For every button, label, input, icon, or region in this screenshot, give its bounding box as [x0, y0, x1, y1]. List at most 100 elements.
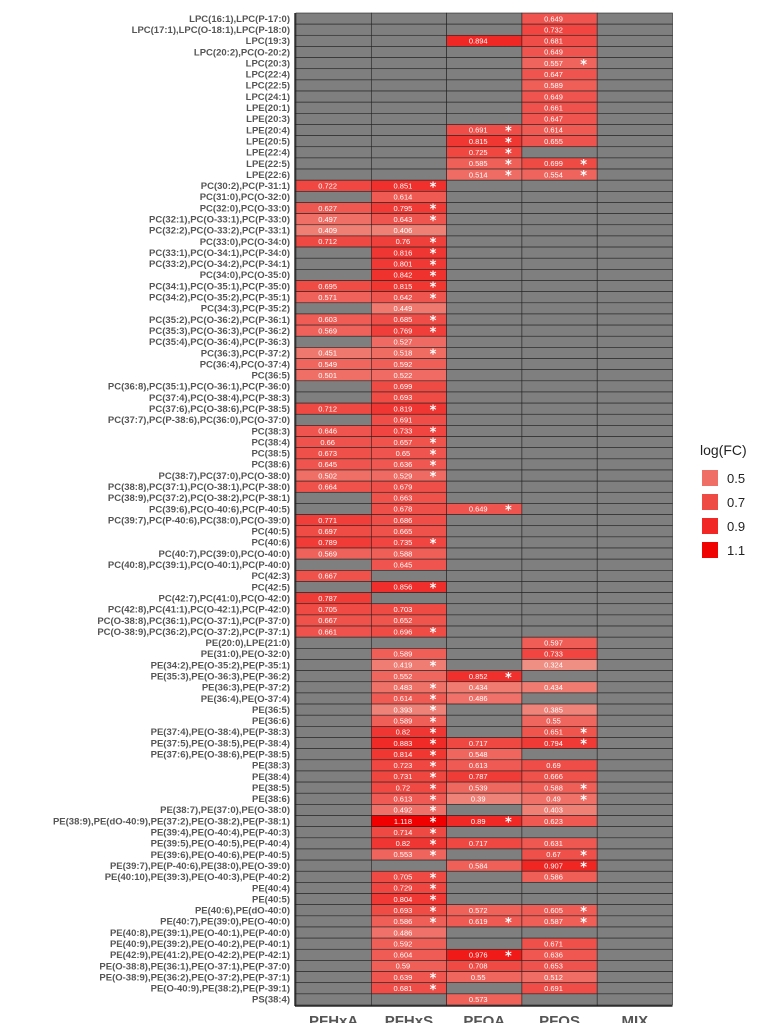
heatmap-cell	[295, 581, 372, 593]
significance-star: *	[505, 671, 512, 686]
heatmap-cell	[521, 570, 598, 582]
heatmap-cell	[295, 23, 372, 36]
heatmap-cell	[295, 915, 372, 928]
cell-value-label: 0.907	[544, 861, 563, 870]
heatmap-cell	[596, 335, 673, 348]
heatmap-cell	[521, 313, 598, 326]
row-label: PC(35:3),PC(O-36:3),PC(P-36:2)	[149, 326, 290, 337]
row-label: LPC(20:2),PC(O-20:2)	[194, 47, 290, 58]
cell-value-label: 0.403	[544, 806, 563, 815]
heatmap-cell	[521, 257, 598, 270]
heatmap-cell	[521, 536, 598, 549]
heatmap-cell	[446, 703, 523, 716]
cell-value-label: 0.686	[394, 516, 413, 525]
heatmap-cell	[596, 859, 673, 872]
heatmap-cell	[596, 926, 673, 939]
heatmap-cell	[596, 12, 673, 25]
cell-value-label: 0.712	[318, 404, 337, 413]
legend-tick-label: 0.9	[727, 519, 745, 534]
cell-value-label: 0.795	[394, 204, 413, 213]
row-label: PE(38:6)	[252, 794, 290, 805]
row-label: PE(36:4),PE(O-37:4)	[201, 694, 290, 705]
row-label: PC(36:3),PC(P-37:2)	[201, 348, 290, 359]
cell-value-label: 0.787	[469, 772, 488, 781]
row-label: PC(36:5)	[251, 371, 290, 382]
heatmap-cell	[370, 34, 447, 47]
heatmap-cell	[596, 870, 673, 883]
heatmap-cell	[446, 46, 523, 58]
heatmap-cell	[596, 603, 673, 616]
heatmap-cell	[596, 280, 673, 292]
heatmap-cell	[370, 68, 447, 81]
heatmap-cell	[446, 246, 523, 259]
significance-star: *	[430, 403, 437, 418]
cell-value-label: 0.708	[469, 962, 488, 971]
heatmap-cell	[596, 826, 673, 839]
heatmap-cell	[596, 558, 673, 571]
cell-value-label: 0.69	[546, 761, 561, 770]
heatmap-cell	[295, 781, 372, 794]
heatmap-cell	[596, 369, 673, 382]
significance-star: *	[580, 169, 587, 184]
cell-value-label: 0.409	[318, 226, 337, 235]
heatmap-cell	[446, 280, 523, 292]
row-label: PC(34:1),PC(O-35:1),PC(P-35:0)	[149, 281, 290, 292]
heatmap-cell	[596, 324, 673, 337]
heatmap-cell	[596, 882, 673, 894]
cell-value-label: 0.729	[394, 884, 413, 893]
legend-tick-label: 0.7	[727, 495, 745, 510]
heatmap-cell	[295, 558, 372, 571]
significance-star: *	[580, 738, 587, 753]
heatmap-cell	[596, 257, 673, 270]
row-label: PC(34:0),PC(O-35:0)	[200, 270, 290, 281]
heatmap-cell	[596, 380, 673, 393]
row-label: PC(34:2),PC(O-35:2),PC(P-35:1)	[149, 293, 290, 304]
significance-star: *	[505, 158, 512, 173]
significance-star: *	[430, 838, 437, 853]
significance-star: *	[430, 660, 437, 675]
cell-value-label: 0.434	[544, 683, 563, 692]
row-label: LPC(17:1),LPC(O-18:1),LPC(P-18:0)	[132, 25, 290, 36]
heatmap-cell	[295, 12, 372, 25]
heatmap-cell	[446, 235, 523, 248]
heatmap-cell	[521, 614, 598, 627]
heatmap-cell	[596, 23, 673, 36]
cell-value-label: 0.527	[394, 338, 413, 347]
row-label: PC(42:7),PC(41:0),PC(O-42:0)	[159, 593, 290, 604]
row-label: PE(38:4)	[252, 772, 290, 783]
heatmap-cell	[446, 447, 523, 460]
significance-star: *	[430, 470, 437, 485]
column-label: PFHxA	[309, 1013, 358, 1023]
row-label: PC(40:7),PC(39:0),PC(O-40:0)	[159, 549, 290, 560]
heatmap-cell	[446, 870, 523, 883]
heatmap-cell	[446, 413, 523, 426]
row-label: PC(37:7),PC(P-38:6),PC(36:0),PC(O-37:0)	[108, 415, 290, 426]
legend-tick-label: 0.5	[727, 471, 745, 486]
heatmap-cell	[446, 425, 523, 437]
heatmap-cell	[596, 648, 673, 660]
heatmap-cell	[446, 581, 523, 593]
heatmap-cell	[596, 837, 673, 850]
significance-star: *	[430, 816, 437, 831]
cell-value-label: 0.769	[394, 326, 413, 335]
cell-value-label: 0.548	[469, 750, 488, 759]
heatmap-cell	[596, 179, 673, 192]
significance-star: *	[430, 281, 437, 296]
heatmap-cell	[596, 46, 673, 58]
row-label: PC(38:9),PC(37:2),PC(O-38:2),PC(P-38:1)	[108, 493, 290, 504]
heatmap-cell	[446, 191, 523, 203]
cell-value-label: 0.815	[394, 282, 413, 291]
heatmap-cell	[596, 759, 673, 772]
cell-value-label: 0.82	[396, 728, 411, 737]
row-label: PE(36:3),PE(P-37:2)	[202, 683, 290, 694]
cell-value-label: 0.627	[318, 204, 337, 213]
cell-value-label: 0.681	[544, 37, 563, 46]
significance-star: *	[430, 270, 437, 285]
heatmap-cell	[295, 748, 372, 761]
heatmap-cell	[596, 113, 673, 125]
legend-swatch	[702, 542, 718, 558]
cell-value-label: 0.856	[394, 583, 413, 592]
heatmap-cell	[596, 202, 673, 214]
heatmap-cell	[446, 648, 523, 660]
cell-value-label: 0.82	[396, 839, 411, 848]
